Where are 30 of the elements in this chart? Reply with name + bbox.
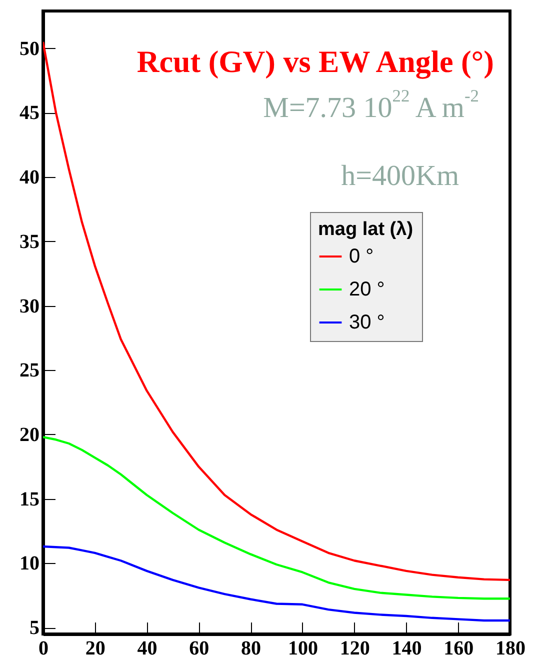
legend-label: 0 ° [349, 246, 374, 268]
y-tick-label: 40 [20, 166, 40, 189]
y-tick-label: 25 [20, 360, 40, 382]
line-series [43, 545, 510, 622]
x-tick-label: 0 [38, 638, 48, 660]
legend-label: 30 ° [349, 312, 385, 334]
legend-label: 20 ° [349, 278, 385, 300]
x-tick-label: 80 [241, 638, 262, 660]
y-tick-label: 20 [20, 424, 40, 446]
x-tick-label: 140 [392, 638, 422, 660]
y-tick-label: 5 [30, 617, 40, 640]
annotation: h=400Km [341, 160, 459, 193]
x-tick-label: 40 [137, 638, 158, 660]
y-tick-label: 10 [20, 552, 40, 575]
x-tick-label: 120 [340, 638, 370, 660]
x-tick-label: 20 [85, 638, 106, 660]
y-tick-label: 15 [20, 488, 40, 510]
y-tick-label: 50 [20, 38, 40, 60]
annotation: M=7.73 10$^{22}$ A m$^{-2}$ [263, 85, 479, 125]
x-tick-label: 160 [444, 638, 474, 660]
y-tick-label: 35 [20, 230, 40, 253]
text: Rcut (GV) vs EW Angle (°) [136, 44, 494, 80]
y-tick-label: 30 [20, 295, 40, 318]
line-series [43, 40, 510, 582]
legend-title: mag lat (λ) [318, 219, 414, 240]
x-tick-label: 180 [496, 638, 526, 660]
y-tick-label: 45 [20, 102, 40, 124]
x-tick-label: 100 [288, 638, 318, 660]
x-tick-label: 60 [189, 638, 210, 660]
line-series [43, 436, 510, 600]
